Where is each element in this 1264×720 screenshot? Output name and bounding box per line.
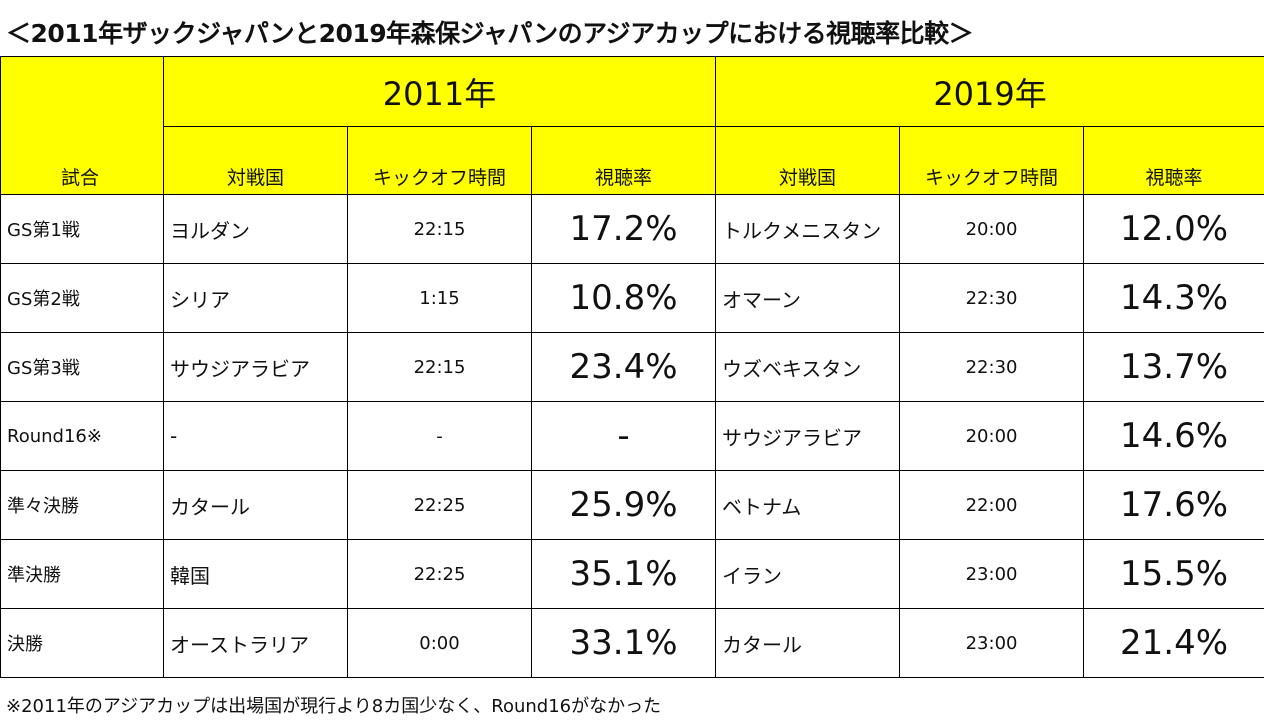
opponent-2019-cell: トルクメニスタン — [715, 194, 901, 264]
opponent-2019-cell: ベトナム — [715, 470, 901, 540]
table-row: 決勝 オーストラリア 0:00 33.1% カタール 23:00 21.4% — [0, 608, 1264, 678]
opponent-2011-cell: 韓国 — [163, 539, 348, 609]
rating-2019-cell: 14.3% — [1083, 263, 1264, 333]
match-cell: GS第2戦 — [0, 263, 164, 333]
kickoff-2019-cell: 23:00 — [899, 608, 1085, 678]
table-row: 準決勝 韓国 22:25 35.1% イラン 23:00 15.5% — [0, 539, 1264, 609]
kickoff-2011-cell: 22:25 — [347, 470, 532, 540]
rating-2011-cell: 10.8% — [530, 263, 717, 333]
kickoff-2011-cell: 0:00 — [347, 608, 532, 678]
rating-2019-cell: 12.0% — [1083, 194, 1264, 264]
table-row: GS第1戦 ヨルダン 22:15 17.2% トルクメニスタン 20:00 12… — [0, 194, 1264, 264]
rating-2011-cell: 17.2% — [530, 194, 717, 264]
kickoff-2011-cell: - — [347, 401, 532, 471]
match-cell: 準々決勝 — [0, 470, 164, 540]
rating-2019-cell: 17.6% — [1083, 470, 1264, 540]
rating-2019-cell: 21.4% — [1083, 608, 1264, 678]
opponent-2011-cell: サウジアラビア — [163, 332, 348, 402]
rating-2011-cell: 33.1% — [530, 608, 717, 678]
table-row: GS第3戦 サウジアラビア 22:15 23.4% ウズベキスタン 22:30 … — [0, 332, 1264, 402]
kickoff-2019-cell: 20:00 — [899, 194, 1085, 264]
rating-2019-header: 視聴率 — [1083, 126, 1264, 195]
year-2011-header: 2011年 — [162, 56, 717, 127]
rating-2019-cell: 15.5% — [1083, 539, 1264, 609]
kickoff-2019-cell: 22:00 — [899, 470, 1085, 540]
opponent-2019-header: 対戦国 — [715, 126, 901, 195]
match-header: 試合 — [0, 56, 164, 195]
kickoff-2011-cell: 1:15 — [347, 263, 532, 333]
opponent-2011-header: 対戦国 — [163, 126, 348, 195]
rating-2011-cell: 35.1% — [530, 539, 717, 609]
opponent-2011-cell: カタール — [163, 470, 348, 540]
match-cell: 準決勝 — [0, 539, 164, 609]
kickoff-2019-cell: 22:30 — [899, 332, 1085, 402]
match-cell: 決勝 — [0, 608, 164, 678]
kickoff-2011-cell: 22:15 — [347, 194, 532, 264]
footnote: ※2011年のアジアカップは出場国が現行より8カ国少なく、Round16がなかっ… — [6, 696, 662, 717]
kickoff-2019-cell: 20:00 — [899, 401, 1085, 471]
match-cell: GS第1戦 — [0, 194, 164, 264]
rating-2011-cell: 25.9% — [530, 470, 717, 540]
opponent-2019-cell: サウジアラビア — [715, 401, 901, 471]
opponent-2011-cell: - — [163, 401, 348, 471]
opponent-2019-cell: オマーン — [715, 263, 901, 333]
kickoff-2019-cell: 22:30 — [899, 263, 1085, 333]
rating-2019-cell: 14.6% — [1083, 401, 1264, 471]
rating-2019-cell: 13.7% — [1083, 332, 1264, 402]
rating-2011-cell: - — [530, 401, 717, 471]
opponent-2019-cell: カタール — [715, 608, 901, 678]
rating-2011-header: 視聴率 — [530, 126, 717, 195]
table-row: GS第2戦 シリア 1:15 10.8% オマーン 22:30 14.3% — [0, 263, 1264, 333]
match-cell: GS第3戦 — [0, 332, 164, 402]
kickoff-2011-cell: 22:15 — [347, 332, 532, 402]
rating-2011-cell: 23.4% — [530, 332, 717, 402]
kickoff-2011-header: キックオフ時間 — [347, 126, 532, 195]
table-row: Round16※ - - - サウジアラビア 20:00 14.6% — [0, 401, 1264, 471]
page-title: ＜2011年ザックジャパンと2019年森保ジャパンのアジアカップにおける視聴率比… — [6, 19, 974, 48]
table-row: 準々決勝 カタール 22:25 25.9% ベトナム 22:00 17.6% — [0, 470, 1264, 540]
opponent-2019-cell: ウズベキスタン — [715, 332, 901, 402]
match-cell: Round16※ — [0, 401, 164, 471]
opponent-2019-cell: イラン — [715, 539, 901, 609]
kickoff-2019-cell: 23:00 — [899, 539, 1085, 609]
kickoff-2011-cell: 22:25 — [347, 539, 532, 609]
opponent-2011-cell: オーストラリア — [163, 608, 348, 678]
kickoff-2019-header: キックオフ時間 — [899, 126, 1085, 195]
year-2019-header: 2019年 — [715, 56, 1264, 127]
comparison-table: 試合 2011年 2019年 対戦国 キックオフ時間 視聴率 対戦国 キックオフ… — [0, 56, 1264, 678]
opponent-2011-cell: ヨルダン — [163, 194, 348, 264]
opponent-2011-cell: シリア — [163, 263, 348, 333]
